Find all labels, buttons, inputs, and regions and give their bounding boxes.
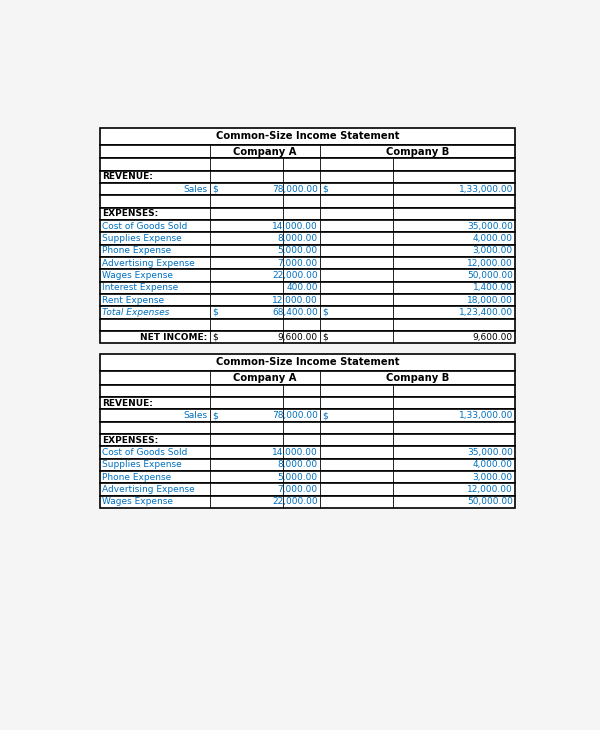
Bar bbox=[100, 245, 515, 257]
Text: Phone Expense: Phone Expense bbox=[102, 473, 172, 482]
Text: Wages Expense: Wages Expense bbox=[102, 271, 173, 280]
Bar bbox=[100, 220, 515, 232]
Text: 4,000.00: 4,000.00 bbox=[473, 234, 513, 243]
Text: $: $ bbox=[322, 308, 328, 317]
Bar bbox=[100, 434, 515, 447]
Text: EXPENSES:: EXPENSES: bbox=[102, 436, 158, 445]
Text: Common-Size Income Statement: Common-Size Income Statement bbox=[216, 131, 399, 141]
Text: 78,000.00: 78,000.00 bbox=[272, 411, 317, 420]
Bar bbox=[100, 208, 515, 220]
Bar bbox=[100, 171, 515, 183]
Text: 1,33,000.00: 1,33,000.00 bbox=[458, 411, 513, 420]
Text: 14,000.00: 14,000.00 bbox=[272, 448, 317, 457]
Text: 8,000.00: 8,000.00 bbox=[278, 234, 317, 243]
Text: Cost of Goods Sold: Cost of Goods Sold bbox=[102, 448, 187, 457]
Text: 50,000.00: 50,000.00 bbox=[467, 497, 513, 507]
Text: $: $ bbox=[322, 411, 328, 420]
Text: 4,000.00: 4,000.00 bbox=[473, 461, 513, 469]
Text: 7,000.00: 7,000.00 bbox=[278, 258, 317, 268]
Text: 1,23,400.00: 1,23,400.00 bbox=[459, 308, 513, 317]
Text: 78,000.00: 78,000.00 bbox=[272, 185, 317, 193]
Text: 35,000.00: 35,000.00 bbox=[467, 448, 513, 457]
Bar bbox=[100, 410, 515, 422]
Text: 8,000.00: 8,000.00 bbox=[278, 461, 317, 469]
Text: Supplies Expense: Supplies Expense bbox=[102, 234, 182, 243]
Text: 12,000.00: 12,000.00 bbox=[467, 258, 513, 268]
Bar bbox=[100, 471, 515, 483]
Text: Interest Expense: Interest Expense bbox=[102, 283, 178, 292]
Text: 50,000.00: 50,000.00 bbox=[467, 271, 513, 280]
Text: 35,000.00: 35,000.00 bbox=[467, 222, 513, 231]
Text: Advertising Expense: Advertising Expense bbox=[102, 258, 195, 268]
Text: 3,000.00: 3,000.00 bbox=[473, 473, 513, 482]
Bar bbox=[100, 128, 515, 145]
Text: $: $ bbox=[322, 185, 328, 193]
Text: Company A: Company A bbox=[233, 373, 296, 383]
Bar bbox=[100, 447, 515, 458]
Bar bbox=[100, 232, 515, 245]
Bar bbox=[100, 496, 515, 508]
Text: 9,600.00: 9,600.00 bbox=[278, 333, 317, 342]
Bar bbox=[100, 422, 515, 434]
Bar bbox=[100, 183, 515, 196]
Text: Company B: Company B bbox=[386, 373, 449, 383]
Bar bbox=[100, 331, 515, 343]
Text: Sales: Sales bbox=[184, 185, 208, 193]
Text: 400.00: 400.00 bbox=[286, 283, 317, 292]
Bar bbox=[100, 371, 515, 385]
Bar bbox=[100, 318, 515, 331]
Text: Total Expenses: Total Expenses bbox=[102, 308, 170, 317]
Text: 22,000.00: 22,000.00 bbox=[272, 497, 317, 507]
Text: NET INCOME:: NET INCOME: bbox=[140, 333, 208, 342]
Text: 18,000.00: 18,000.00 bbox=[467, 296, 513, 304]
Text: Supplies Expense: Supplies Expense bbox=[102, 461, 182, 469]
Text: Advertising Expense: Advertising Expense bbox=[102, 485, 195, 494]
Bar bbox=[100, 294, 515, 307]
Bar bbox=[100, 196, 515, 208]
Text: 12,000.00: 12,000.00 bbox=[272, 296, 317, 304]
Text: Rent Expense: Rent Expense bbox=[102, 296, 164, 304]
Text: EXPENSES:: EXPENSES: bbox=[102, 210, 158, 218]
Text: Wages Expense: Wages Expense bbox=[102, 497, 173, 507]
Text: $: $ bbox=[212, 411, 218, 420]
Bar bbox=[100, 354, 515, 371]
Text: Company A: Company A bbox=[233, 147, 296, 156]
Text: Company B: Company B bbox=[386, 147, 449, 156]
Text: $: $ bbox=[212, 333, 218, 342]
Bar bbox=[100, 458, 515, 471]
Text: $: $ bbox=[322, 333, 328, 342]
Text: 9,600.00: 9,600.00 bbox=[473, 333, 513, 342]
Bar bbox=[100, 145, 515, 158]
Bar bbox=[100, 483, 515, 496]
Bar bbox=[100, 158, 515, 171]
Bar bbox=[100, 269, 515, 282]
Text: 5,000.00: 5,000.00 bbox=[278, 473, 317, 482]
Bar bbox=[100, 282, 515, 294]
Text: 12,000.00: 12,000.00 bbox=[467, 485, 513, 494]
Text: Phone Expense: Phone Expense bbox=[102, 246, 172, 256]
Text: Cost of Goods Sold: Cost of Goods Sold bbox=[102, 222, 187, 231]
Text: REVENUE:: REVENUE: bbox=[102, 172, 153, 182]
Text: 22,000.00: 22,000.00 bbox=[272, 271, 317, 280]
Text: 5,000.00: 5,000.00 bbox=[278, 246, 317, 256]
Text: 3,000.00: 3,000.00 bbox=[473, 246, 513, 256]
Text: 14,000.00: 14,000.00 bbox=[272, 222, 317, 231]
Text: Common-Size Income Statement: Common-Size Income Statement bbox=[216, 358, 399, 367]
Bar bbox=[100, 257, 515, 269]
Bar bbox=[100, 307, 515, 318]
Bar bbox=[100, 385, 515, 397]
Text: REVENUE:: REVENUE: bbox=[102, 399, 153, 408]
Text: $: $ bbox=[212, 185, 218, 193]
Text: 1,400.00: 1,400.00 bbox=[473, 283, 513, 292]
Bar bbox=[100, 397, 515, 410]
Text: 1,33,000.00: 1,33,000.00 bbox=[458, 185, 513, 193]
Text: Sales: Sales bbox=[184, 411, 208, 420]
Text: 68,400.00: 68,400.00 bbox=[272, 308, 317, 317]
Text: 7,000.00: 7,000.00 bbox=[278, 485, 317, 494]
Text: $: $ bbox=[212, 308, 218, 317]
